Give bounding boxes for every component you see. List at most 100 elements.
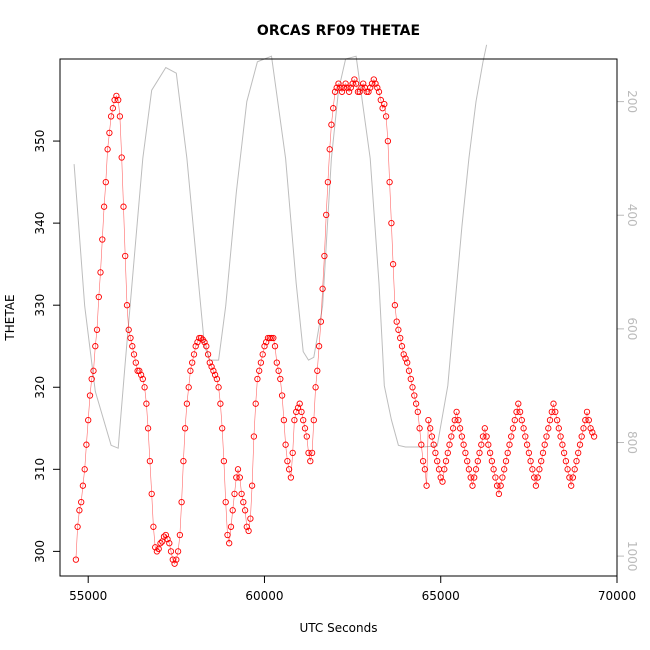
data-point xyxy=(132,359,139,366)
data-point xyxy=(553,416,561,424)
data-point xyxy=(539,449,547,457)
series-line xyxy=(75,78,595,565)
x-tick-label: 65000 xyxy=(422,589,460,603)
data-point xyxy=(88,375,95,383)
data-point xyxy=(368,80,376,87)
data-point xyxy=(294,404,302,411)
data-point xyxy=(155,545,162,553)
data-point xyxy=(587,425,594,432)
data-point xyxy=(557,433,564,440)
data-point xyxy=(458,433,466,440)
data-point xyxy=(250,433,258,440)
data-point xyxy=(377,96,384,104)
data-point xyxy=(303,433,310,440)
data-point xyxy=(404,359,411,366)
data-point xyxy=(545,425,552,432)
data-point xyxy=(289,449,296,457)
data-point xyxy=(360,80,367,87)
data-point xyxy=(301,425,309,432)
data-point xyxy=(130,351,138,358)
chart-title: ORCAS RF09 THETAE xyxy=(257,23,420,39)
data-point xyxy=(162,531,169,539)
y2-axis: 200 400 600 800 1000 xyxy=(617,90,639,571)
data-point xyxy=(493,482,501,489)
data-point xyxy=(324,178,332,186)
data-point xyxy=(317,318,325,325)
y-tick-label: 310 xyxy=(33,458,47,481)
data-point xyxy=(271,343,279,350)
data-point xyxy=(342,80,349,87)
data-point xyxy=(566,474,573,481)
data-point xyxy=(495,490,503,498)
data-point xyxy=(402,355,409,362)
data-point xyxy=(428,433,436,440)
data-point xyxy=(226,540,233,547)
data-point xyxy=(398,343,406,350)
data-point xyxy=(263,338,270,346)
data-point xyxy=(137,371,145,379)
data-point xyxy=(389,261,397,268)
data-point xyxy=(248,482,256,489)
data-point xyxy=(310,416,317,424)
data-point xyxy=(449,425,457,432)
data-point xyxy=(282,441,289,448)
data-point xyxy=(330,105,337,112)
data-point xyxy=(434,457,441,465)
data-point xyxy=(106,129,113,137)
data-point xyxy=(582,416,589,424)
data-point xyxy=(113,92,120,100)
data-point xyxy=(548,408,555,416)
y2-tick-label: 800 xyxy=(625,431,639,454)
data-point xyxy=(501,466,508,473)
data-point xyxy=(323,211,330,219)
data-point xyxy=(123,302,131,309)
data-point xyxy=(268,334,275,342)
data-point xyxy=(169,556,176,563)
data-point xyxy=(335,80,342,87)
x-axis-label: UTC Seconds xyxy=(299,621,377,635)
data-point xyxy=(74,523,81,530)
data-point xyxy=(187,367,194,374)
data-point xyxy=(219,425,226,432)
data-point xyxy=(374,84,381,91)
data-point xyxy=(550,400,557,407)
data-point xyxy=(76,507,83,514)
data-point xyxy=(139,375,146,383)
data-point xyxy=(527,457,534,465)
data-point xyxy=(400,351,407,358)
data-point xyxy=(352,80,360,87)
data-point xyxy=(181,425,189,432)
data-point xyxy=(411,392,418,399)
data-point xyxy=(552,408,559,416)
data-point xyxy=(222,498,229,506)
data-point xyxy=(280,416,288,424)
data-point xyxy=(490,466,497,473)
data-point xyxy=(518,416,525,424)
data-point xyxy=(372,80,379,87)
data-point xyxy=(476,449,483,457)
data-point xyxy=(479,433,487,440)
data-point xyxy=(312,384,319,391)
data-point xyxy=(590,433,598,440)
data-point xyxy=(148,490,155,498)
data-point xyxy=(520,425,527,432)
data-point xyxy=(497,482,504,489)
y-tick-label: 330 xyxy=(33,294,47,317)
data-point xyxy=(560,449,568,457)
data-point xyxy=(418,441,425,448)
data-point xyxy=(580,425,587,432)
data-point xyxy=(144,425,152,432)
data-point xyxy=(201,338,208,346)
data-point xyxy=(367,84,374,91)
data-point xyxy=(185,384,192,391)
data-point xyxy=(129,343,136,350)
data-point xyxy=(559,441,566,448)
data-point xyxy=(502,457,510,465)
data-point xyxy=(95,293,102,301)
data-point xyxy=(231,490,238,498)
data-point xyxy=(337,84,344,91)
data-point xyxy=(261,343,268,350)
data-point xyxy=(150,523,157,530)
data-point xyxy=(315,343,323,350)
data-point xyxy=(513,408,520,416)
